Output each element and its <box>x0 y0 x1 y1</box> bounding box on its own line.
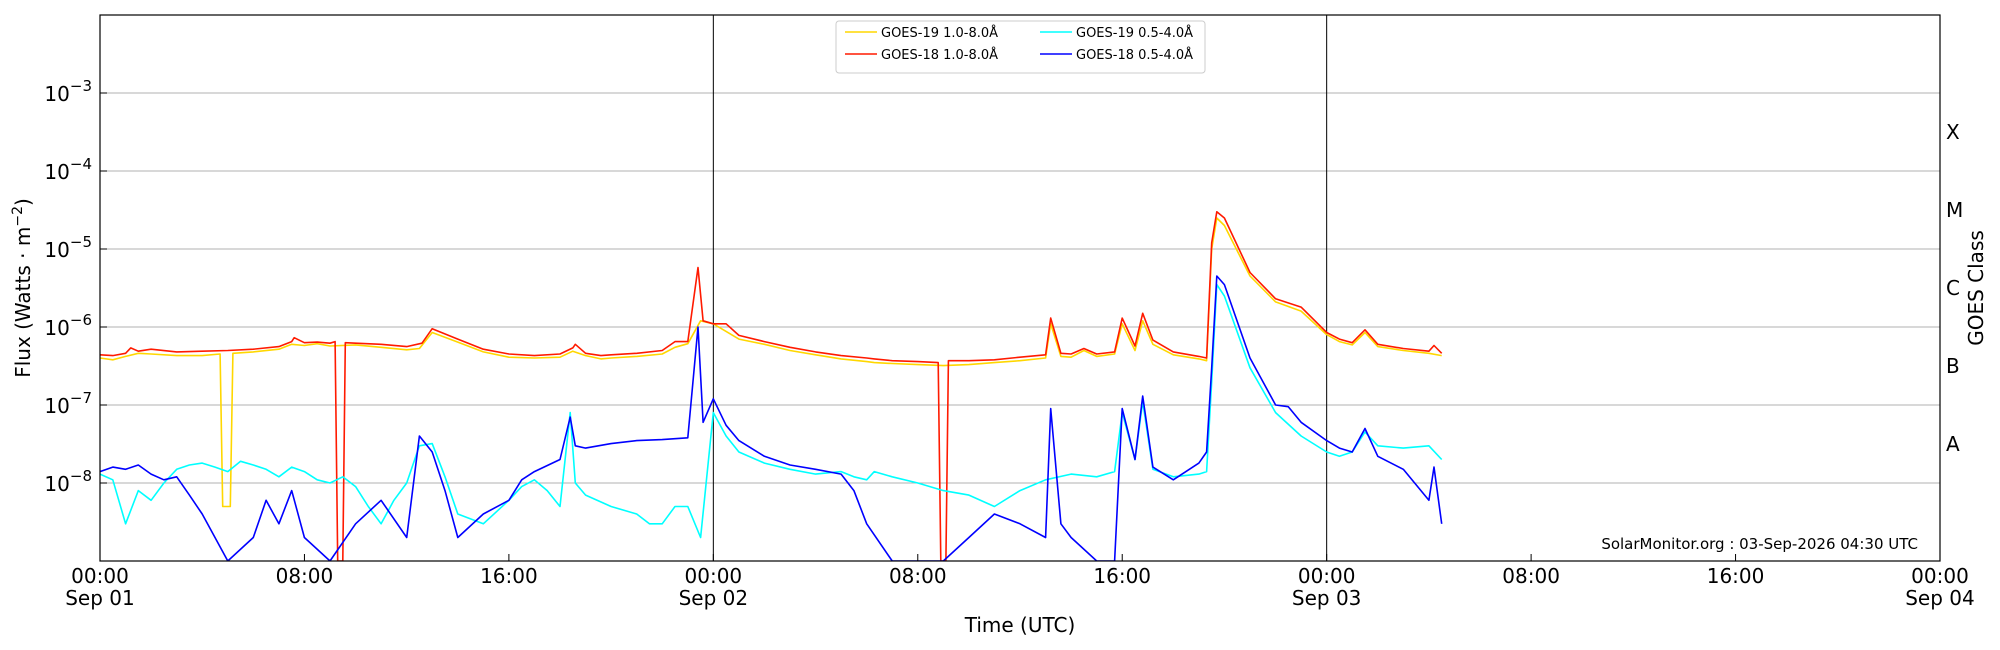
legend-entry-label: GOES-18 1.0-8.0Å <box>881 47 998 63</box>
y-axis-ticks: 10−8 10−7 10−6 10−5 10−4 10−3 <box>44 77 107 496</box>
y-tick-label: 10−3 <box>44 77 92 106</box>
grid <box>100 92 1940 484</box>
x-tick-label: 16:00 <box>480 564 538 588</box>
goes-class-label: B <box>1946 354 1960 378</box>
y-tick-label: 10−6 <box>44 311 92 340</box>
x-tick-date-label: Sep 01 <box>65 586 135 610</box>
y-tick-label: 10−8 <box>44 467 92 496</box>
y-axis-title: Flux (Watts · m−2) <box>10 198 35 378</box>
series-line-2 <box>100 211 1443 561</box>
series-layer <box>100 211 1443 561</box>
x-tick-label: 00:00 <box>1298 564 1356 588</box>
y-tick-label: 10−7 <box>44 389 92 418</box>
x-tick-date-label: Sep 02 <box>679 586 749 610</box>
series-line-3 <box>100 283 1443 539</box>
right-axis-title: GOES Class <box>1964 230 1988 346</box>
legend-entry-label: GOES-18 0.5-4.0Å <box>1076 47 1193 63</box>
goes-class-label: M <box>1946 198 1963 222</box>
day-boundary-lines <box>712 15 1328 561</box>
series-line-1 <box>100 217 1442 508</box>
legend-entry-label: GOES-19 1.0-8.0Å <box>881 25 998 41</box>
x-tick-label: 08:00 <box>889 564 947 588</box>
goes-class-label: A <box>1946 432 1960 456</box>
legend: GOES-19 1.0-8.0Å GOES-18 1.0-8.0Å GOES-19 … <box>835 20 1206 74</box>
series-line-4 <box>100 275 1443 561</box>
legend-box <box>835 20 1206 74</box>
goes-class-label: X <box>1946 120 1960 144</box>
x-tick-label: 08:00 <box>276 564 334 588</box>
watermark: SolarMonitor.org : 03-Sep-2026 04:30 UTC <box>1601 535 1918 553</box>
x-tick-label: 16:00 <box>1093 564 1151 588</box>
goes-class-label: C <box>1946 276 1960 300</box>
x-tick-label: 00:00 <box>71 564 129 588</box>
y-tick-label: 10−4 <box>44 155 92 184</box>
x-tick-label: 00:00 <box>1911 564 1969 588</box>
x-tick-date-label: Sep 04 <box>1905 586 1975 610</box>
x-tick-date-label: Sep 03 <box>1292 586 1362 610</box>
x-tick-label: 16:00 <box>1707 564 1765 588</box>
x-axis-title: Time (UTC) <box>964 613 1076 637</box>
x-tick-label: 08:00 <box>1502 564 1560 588</box>
plot-frame <box>99 14 1941 562</box>
x-tick-label: 00:00 <box>685 564 743 588</box>
goes-class-labels: A B C M X <box>1946 120 1963 456</box>
y-tick-label: 10−5 <box>44 233 92 262</box>
legend-entry-label: GOES-19 0.5-4.0Å <box>1076 25 1193 41</box>
